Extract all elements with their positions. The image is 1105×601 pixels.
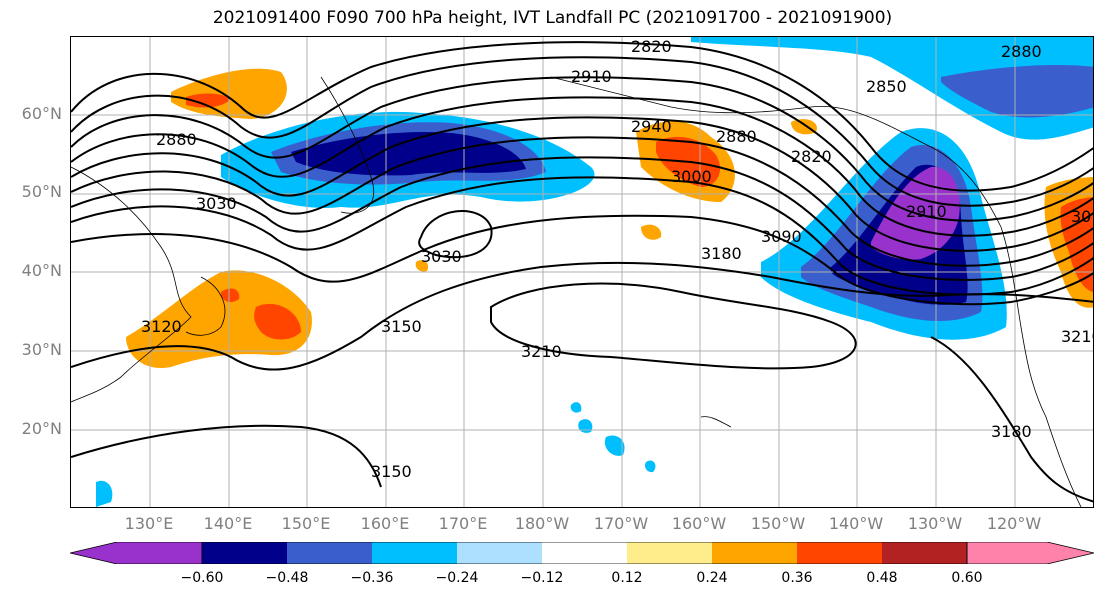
coast-hawaii — [700, 416, 732, 428]
coast-asia — [71, 166, 192, 403]
ivt-pos-small-1 — [641, 224, 662, 240]
colorbar-tick: −0.36 — [350, 570, 394, 586]
ivt-band-ne — [691, 37, 1093, 140]
lat-label-40n: 40°N — [21, 261, 62, 280]
contour-labels: 2820 2880 2910 2850 2880 2880 2940 3000 … — [141, 37, 1094, 481]
lon-label-140e: 140°E — [203, 514, 253, 533]
contour-3150 — [71, 261, 1093, 371]
contour-label: 3180 — [701, 244, 742, 263]
ivt-patch-hawaii-3 — [604, 435, 625, 456]
lat-label-50n: 50°N — [21, 182, 62, 201]
contour-label: 3030 — [196, 194, 237, 213]
map-panel: 2820 2880 2910 2850 2880 2880 2940 3000 … — [70, 36, 1094, 508]
colorbar-min-arrow — [70, 542, 203, 564]
height-contours — [71, 41, 1093, 503]
colorbar-swatch — [202, 542, 287, 564]
colorbar-swatch — [457, 542, 542, 564]
lon-label-130e: 130°E — [124, 514, 174, 533]
map-canvas: 2820 2880 2910 2850 2880 2880 2940 3000 … — [71, 37, 1094, 507]
coast-namerica — [1000, 226, 1082, 507]
ivt-patch-hawaii-2 — [578, 419, 593, 433]
colorbar-swatch — [712, 542, 797, 564]
colorbar-swatch — [372, 542, 457, 564]
contour-label: 2940 — [631, 117, 672, 136]
contour-label: 2820 — [791, 147, 832, 166]
ivt-patch-sw — [96, 480, 113, 507]
colorbar-tick: 0.12 — [611, 570, 643, 586]
colorbar-swatch — [797, 542, 882, 564]
lon-label-180w: 180°W — [514, 514, 570, 533]
ivt-pos-japan-core-1 — [221, 288, 240, 303]
contour-label: 3090 — [761, 227, 802, 246]
lat-label-20n: 20°N — [21, 419, 62, 438]
contour-label: 3150 — [381, 317, 422, 336]
colorbar-max-arrow — [966, 542, 1094, 564]
contour-label: 2820 — [631, 37, 672, 56]
contour-2820 — [71, 41, 1093, 192]
colorbar-swatch — [542, 542, 627, 564]
lon-label-160w: 160°W — [671, 514, 727, 533]
contour-label: 2880 — [156, 130, 197, 149]
colorbar-tick: −0.12 — [520, 570, 564, 586]
lon-label-150w: 150°W — [750, 514, 806, 533]
contour-label: 3210 — [521, 342, 562, 361]
ivt-band-ne-inner — [941, 65, 1093, 118]
contour-3030-low — [418, 210, 493, 259]
colorbar-swatch — [287, 542, 372, 564]
contour-label: 2880 — [1001, 42, 1042, 61]
ivt-pos-kamchatka-core — [186, 93, 231, 108]
colorbar — [70, 542, 1094, 564]
coast-japan — [185, 276, 226, 336]
ivt-pos-japan — [126, 270, 312, 368]
coast-kamchatka — [320, 76, 374, 214]
contour-3000 — [71, 156, 1093, 281]
contour-label: 3150 — [371, 462, 412, 481]
colorbar-swatch — [627, 542, 712, 564]
contour-label: 2910 — [571, 67, 612, 86]
ivt-pos-east-core — [1060, 197, 1093, 292]
colorbar-tick: 0.36 — [781, 570, 813, 586]
lat-label-30n: 30°N — [21, 340, 62, 359]
ivt-pos-small-3 — [791, 119, 817, 135]
contour-3210 — [490, 282, 857, 370]
contour-2880 — [71, 76, 1093, 222]
contour-2970 — [71, 136, 1093, 267]
contour-label: 3000 — [671, 167, 712, 186]
ivt-patch-hawaii-4 — [644, 460, 656, 473]
ivt-patch-hawaii-1 — [570, 402, 582, 413]
colorbar-outline — [201, 542, 968, 564]
lon-label-140w: 140°W — [828, 514, 884, 533]
lon-label-160e: 160°E — [360, 514, 410, 533]
contour-label: 2910 — [906, 202, 947, 221]
contour-3090 — [71, 214, 1093, 306]
lon-label-120w: 120°W — [986, 514, 1042, 533]
contour-label: 2880 — [716, 127, 757, 146]
lon-label-150e: 150°E — [281, 514, 331, 533]
colorbar-tick: 0.60 — [951, 570, 983, 586]
contour-2850 — [71, 56, 1093, 207]
ivt-band-bering-core — [291, 131, 526, 176]
colorbar-tick: 0.48 — [866, 570, 898, 586]
contour-label: 3120 — [141, 317, 182, 336]
contour-2940 — [71, 116, 1093, 252]
ivt-pos-japan-core-2 — [254, 303, 301, 340]
contour-3180 — [71, 336, 1093, 503]
lon-label-170w: 170°W — [593, 514, 649, 533]
colorbar-tick: −0.60 — [180, 570, 224, 586]
colorbar-tick: −0.48 — [265, 570, 309, 586]
contour-label: 30 — [1071, 207, 1091, 226]
contour-label: 3030 — [421, 247, 462, 266]
lon-label-130w: 130°W — [907, 514, 963, 533]
contour-label: 2850 — [866, 77, 907, 96]
colorbar-tick: 0.24 — [696, 570, 728, 586]
colorbar-swatch — [882, 542, 967, 564]
ivt-pos-small-2 — [415, 260, 429, 272]
contour-label: 3210 — [1061, 327, 1094, 346]
contour-2910 — [71, 96, 1093, 237]
lat-label-60n: 60°N — [21, 104, 62, 123]
map-title: 2021091400 F090 700 hPa height, IVT Land… — [212, 8, 893, 28]
colorbar-tick: −0.24 — [435, 570, 479, 586]
contour-label: 3180 — [991, 422, 1032, 441]
lon-label-170e: 170°E — [438, 514, 488, 533]
